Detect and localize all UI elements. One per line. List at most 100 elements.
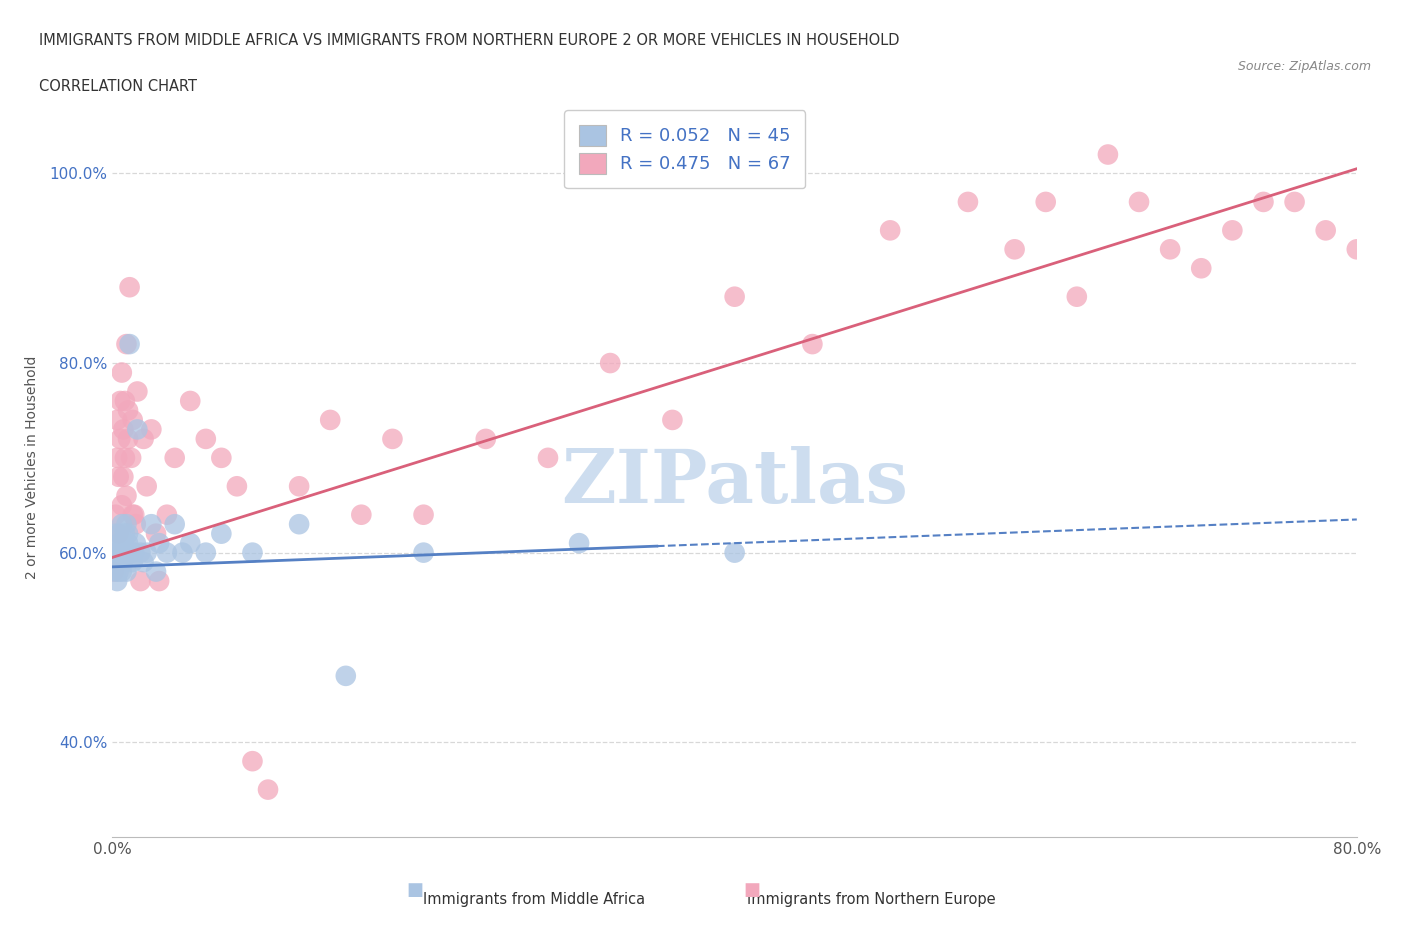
Point <box>120 450 142 465</box>
Point <box>112 422 135 437</box>
Text: Source: ZipAtlas.com: Source: ZipAtlas.com <box>1237 60 1371 73</box>
Point <box>105 574 128 589</box>
Point <box>129 545 152 560</box>
Point <box>156 507 179 522</box>
Point <box>104 507 127 522</box>
Point <box>1004 242 1026 257</box>
Point <box>242 753 264 768</box>
Point <box>115 565 138 579</box>
Point <box>172 545 194 560</box>
Point <box>122 507 145 522</box>
Point <box>114 545 136 560</box>
Point <box>381 432 404 446</box>
Point <box>111 545 134 560</box>
Point <box>112 554 135 569</box>
Point <box>412 545 434 560</box>
Point <box>111 498 134 512</box>
Point <box>350 507 373 522</box>
Point <box>412 507 434 522</box>
Point <box>129 574 152 589</box>
Point <box>110 554 132 569</box>
Text: ZIPatlas: ZIPatlas <box>561 445 908 519</box>
Point <box>104 526 127 541</box>
Point <box>723 545 745 560</box>
Point <box>127 384 149 399</box>
Point <box>111 565 134 579</box>
Point <box>956 194 979 209</box>
Text: IMMIGRANTS FROM MIDDLE AFRICA VS IMMIGRANTS FROM NORTHERN EUROPE 2 OR MORE VEHIC: IMMIGRANTS FROM MIDDLE AFRICA VS IMMIGRA… <box>39 33 900 47</box>
Point <box>257 782 280 797</box>
Point <box>1220 223 1243 238</box>
Point <box>141 517 163 532</box>
Point <box>163 450 186 465</box>
Point <box>194 545 217 560</box>
Point <box>1159 242 1181 257</box>
Point <box>105 545 128 560</box>
Point <box>111 365 134 380</box>
Text: ■: ■ <box>744 882 761 899</box>
Point <box>879 223 901 238</box>
Point <box>1066 289 1088 304</box>
Point <box>145 526 167 541</box>
Point <box>179 393 201 408</box>
Point <box>114 450 136 465</box>
Point <box>1253 194 1275 209</box>
Point <box>107 526 129 541</box>
Point <box>288 479 311 494</box>
Point <box>115 488 138 503</box>
Point <box>163 517 186 532</box>
Text: Immigrants from Middle Africa: Immigrants from Middle Africa <box>423 892 645 907</box>
Point <box>103 565 125 579</box>
Point <box>1097 147 1119 162</box>
Point <box>117 526 139 541</box>
Point <box>110 432 132 446</box>
Point <box>122 545 145 560</box>
Point <box>103 545 125 560</box>
Y-axis label: 2 or more Vehicles in Household: 2 or more Vehicles in Household <box>24 355 38 579</box>
Point <box>194 432 217 446</box>
Point <box>107 470 129 485</box>
Legend: R = 0.052   N = 45, R = 0.475   N = 67: R = 0.052 N = 45, R = 0.475 N = 67 <box>564 111 806 188</box>
Point <box>120 545 142 560</box>
Point <box>132 432 155 446</box>
Point <box>110 393 132 408</box>
Point <box>335 669 357 684</box>
Point <box>242 545 264 560</box>
Point <box>801 337 824 352</box>
Point <box>112 470 135 485</box>
Point <box>117 536 139 551</box>
Point <box>1035 194 1057 209</box>
Point <box>121 554 143 569</box>
Point <box>117 545 139 560</box>
Point <box>135 545 157 560</box>
Point <box>121 507 143 522</box>
Point <box>179 536 201 551</box>
Point <box>114 393 136 408</box>
Point <box>209 450 232 465</box>
Point <box>1284 194 1306 209</box>
Point <box>319 413 342 428</box>
Point <box>104 565 127 579</box>
Point <box>117 403 139 418</box>
Point <box>288 517 311 532</box>
Point <box>474 432 498 446</box>
Point <box>145 565 167 579</box>
Point <box>148 536 170 551</box>
Point <box>156 545 179 560</box>
Text: ■: ■ <box>406 882 423 899</box>
Point <box>141 422 163 437</box>
Text: Immigrants from Northern Europe: Immigrants from Northern Europe <box>748 892 995 907</box>
Point <box>115 337 138 352</box>
Point <box>107 565 129 579</box>
Point <box>132 554 155 569</box>
Point <box>225 479 249 494</box>
Point <box>118 280 141 295</box>
Point <box>209 526 232 541</box>
Point <box>105 450 128 465</box>
Point <box>148 574 170 589</box>
Point <box>661 413 683 428</box>
Point <box>125 517 148 532</box>
Point <box>537 450 560 465</box>
Point <box>599 355 621 370</box>
Point <box>118 337 141 352</box>
